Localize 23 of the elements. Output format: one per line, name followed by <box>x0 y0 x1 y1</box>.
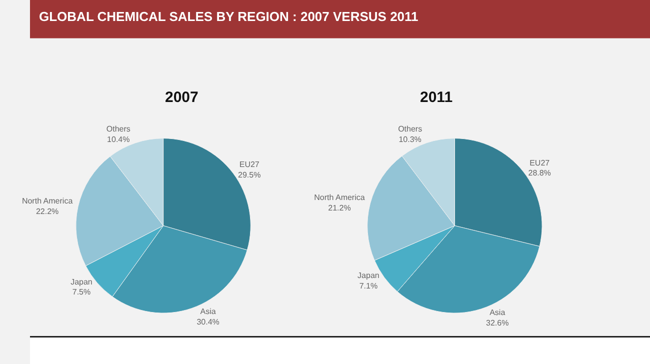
slice-label: Japan <box>358 270 380 280</box>
data-label: 30.4% <box>196 318 220 327</box>
chart-title: 2011 <box>420 89 453 106</box>
slice-label: Others <box>398 124 422 134</box>
slice-label: Asia <box>200 307 216 316</box>
data-label: 7.5% <box>72 288 91 297</box>
slice-label: EU27 <box>530 158 550 168</box>
slice-label: Asia <box>490 308 506 318</box>
data-label: 29.5% <box>238 170 261 180</box>
slice-label: Japan <box>70 277 92 286</box>
slice-label: North America <box>314 193 366 202</box>
slice-label: Others <box>106 124 130 134</box>
data-label: 21.2% <box>328 203 351 212</box>
data-label: 10.3% <box>398 134 422 144</box>
text: GLOBAL CHEMICAL SALES BY REGION : 2007 VERSUS 2011 <box>39 9 418 24</box>
slice-label: EU27 <box>239 160 260 170</box>
data-label: 22.2% <box>36 206 59 216</box>
data-label: 10.4% <box>107 134 130 144</box>
chart-title: 2007 <box>165 89 198 106</box>
slice-label: North America <box>22 196 74 206</box>
data-label: 32.6% <box>486 318 509 328</box>
data-label: 7.1% <box>359 281 378 290</box>
data-label: 28.8% <box>528 168 551 178</box>
